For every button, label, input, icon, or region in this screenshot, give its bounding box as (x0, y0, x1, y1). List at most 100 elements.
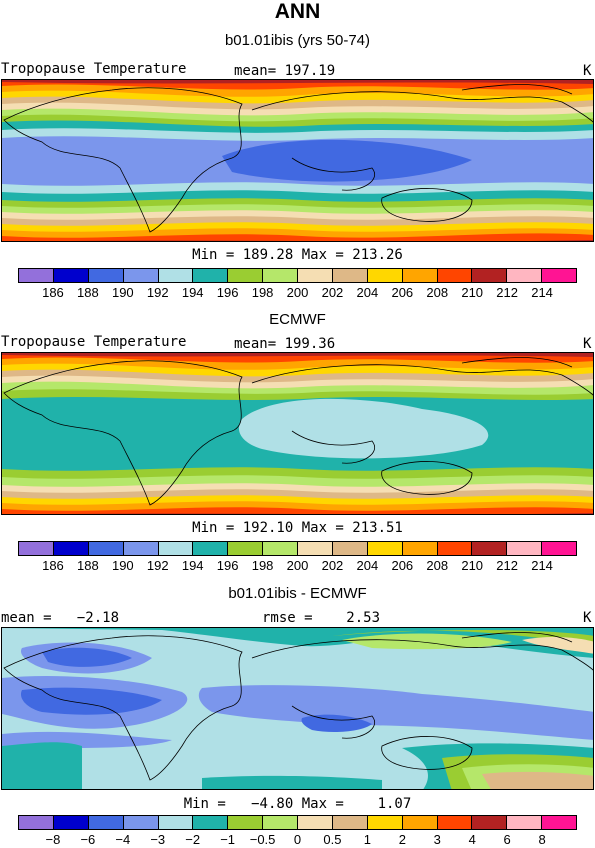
panel1-mean-label: mean= 197.19 (234, 63, 336, 79)
panel2-colorbar-ticks: 186 188 190 192 194 196 198 200 202 204 206 208 210 2… (18, 558, 577, 574)
colorbar-swatch (158, 542, 194, 555)
colorbar-tick-label: 186 (42, 558, 64, 573)
colorbar-tick-label: 4 (468, 832, 476, 847)
colorbar-tick-label: 196 (216, 285, 239, 300)
colorbar-swatch (123, 269, 159, 282)
colorbar-tick-label: 196 (216, 558, 239, 573)
colorbar-swatch (332, 816, 368, 829)
colorbar-tick-label: 1 (363, 832, 371, 847)
colorbar-swatch (228, 269, 264, 282)
colorbar-swatch (53, 542, 89, 555)
colorbar-swatch (542, 269, 576, 282)
colorbar-swatch (402, 269, 438, 282)
colorbar-tick-label: 198 (251, 558, 274, 573)
colorbar-tick-label: 194 (181, 285, 204, 300)
colorbar-swatch (402, 542, 438, 555)
page-title: ANN (274, 0, 321, 23)
colorbar-tick-label: −0.5 (249, 832, 276, 847)
panel3-units-label: K (583, 610, 592, 626)
colorbar-swatch (542, 816, 576, 829)
colorbar-tick-label: 214 (531, 558, 553, 573)
colorbar-swatch (367, 269, 403, 282)
colorbar-swatch (507, 816, 543, 829)
colorbar-tick-label: 6 (503, 832, 511, 847)
colorbar-tick-label: 2 (398, 832, 406, 847)
colorbar-tick-label: −2 (185, 832, 201, 847)
colorbar-swatch (88, 269, 124, 282)
colorbar-swatch (53, 816, 89, 829)
panel1-minmax: Min = 189.28 Max = 213.26 (192, 247, 403, 263)
panel1-colorbar (18, 268, 577, 283)
colorbar-swatch (88, 816, 124, 829)
colorbar-swatch (298, 542, 333, 555)
panel3-contour-map (2, 628, 593, 789)
panel3-minmax: Min = −4.80 Max = 1.07 (183, 796, 412, 812)
colorbar-swatch (263, 269, 298, 282)
colorbar-swatch (402, 816, 438, 829)
colorbar-tick-label: 192 (146, 558, 169, 573)
colorbar-swatch (193, 269, 229, 282)
colorbar-tick-label: 212 (496, 558, 518, 573)
colorbar-swatch (472, 269, 508, 282)
panel1-colorbar-ticks: 186 188 190 192 194 196 198 200 202 204 206 208 210 2… (18, 285, 577, 301)
colorbar-tick-label: 210 (461, 285, 484, 300)
colorbar-tick-label: 204 (356, 285, 379, 300)
panel2-units-label: K (583, 336, 592, 352)
colorbar-tick-label: 194 (181, 558, 204, 573)
colorbar-swatch (19, 816, 54, 829)
colorbar-swatch (298, 816, 333, 829)
panel1-contour-map (2, 80, 593, 241)
colorbar-swatch (123, 816, 159, 829)
colorbar-swatch (228, 816, 264, 829)
colorbar-tick-label: 208 (426, 558, 449, 573)
colorbar-swatch (437, 542, 473, 555)
panel2-map (1, 352, 594, 515)
panel2-title: ECMWF (269, 311, 326, 328)
colorbar-tick-label: 0.5 (323, 832, 342, 847)
colorbar-swatch (88, 542, 124, 555)
panel1-variable-label: Tropopause Temperature (1, 61, 187, 77)
panel3-colorbar (18, 815, 577, 830)
colorbar-swatch (193, 542, 229, 555)
panel3-title: b01.01ibis - ECMWF (228, 585, 367, 602)
colorbar-tick-label: −1 (220, 832, 236, 847)
panel1-units-label: K (583, 63, 592, 79)
page-subtitle: b01.01ibis (yrs 50-74) (224, 32, 371, 49)
colorbar-tick-label: 204 (356, 558, 379, 573)
colorbar-tick-label: 206 (391, 285, 414, 300)
colorbar-tick-label: −4 (115, 832, 131, 847)
colorbar-swatch (367, 816, 403, 829)
panel2-variable-label: Tropopause Temperature (1, 334, 187, 350)
colorbar-swatch (298, 269, 333, 282)
panel2-colorbar (18, 541, 577, 556)
panel2-contour-map (2, 353, 593, 514)
colorbar-swatch (19, 269, 54, 282)
panel2-mean-label: mean= 199.36 (234, 336, 336, 352)
colorbar-swatch (507, 269, 543, 282)
colorbar-tick-label: 212 (496, 285, 518, 300)
colorbar-tick-label: −6 (80, 832, 96, 847)
colorbar-swatch (263, 542, 298, 555)
colorbar-tick-label: 0 (293, 832, 302, 847)
colorbar-swatch (472, 816, 508, 829)
colorbar-tick-label: 198 (251, 285, 274, 300)
panel2-minmax: Min = 192.10 Max = 213.51 (192, 520, 403, 536)
colorbar-swatch (193, 816, 229, 829)
colorbar-tick-label: 200 (286, 558, 309, 573)
colorbar-swatch (437, 816, 473, 829)
colorbar-swatch (158, 816, 194, 829)
colorbar-swatch (472, 542, 508, 555)
colorbar-tick-label: −3 (150, 832, 166, 847)
colorbar-tick-label: 8 (538, 832, 546, 847)
colorbar-tick-label: 208 (426, 285, 449, 300)
colorbar-swatch (228, 542, 264, 555)
colorbar-tick-label: 202 (321, 558, 344, 573)
colorbar-tick-label: 206 (391, 558, 414, 573)
colorbar-tick-label: 210 (461, 558, 484, 573)
colorbar-tick-label: 190 (111, 285, 134, 300)
colorbar-tick-label: 192 (146, 285, 169, 300)
colorbar-swatch (123, 542, 159, 555)
colorbar-tick-label: 188 (77, 558, 99, 573)
colorbar-tick-label: 3 (433, 832, 441, 847)
colorbar-tick-label: 202 (321, 285, 344, 300)
